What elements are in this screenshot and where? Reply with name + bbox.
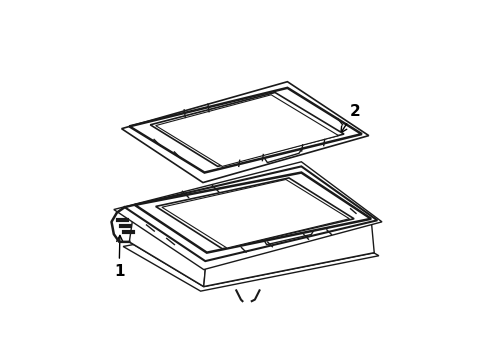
Polygon shape [129, 210, 373, 287]
Polygon shape [123, 213, 378, 291]
Polygon shape [114, 162, 381, 270]
Polygon shape [162, 180, 349, 248]
Polygon shape [129, 88, 361, 172]
Text: 2: 2 [340, 104, 360, 133]
Polygon shape [124, 166, 377, 261]
Polygon shape [150, 93, 343, 166]
Polygon shape [135, 172, 370, 253]
Polygon shape [129, 205, 206, 287]
Polygon shape [155, 95, 338, 166]
Polygon shape [122, 82, 368, 183]
Polygon shape [155, 178, 353, 249]
Text: 1: 1 [114, 235, 124, 279]
Polygon shape [203, 219, 373, 287]
